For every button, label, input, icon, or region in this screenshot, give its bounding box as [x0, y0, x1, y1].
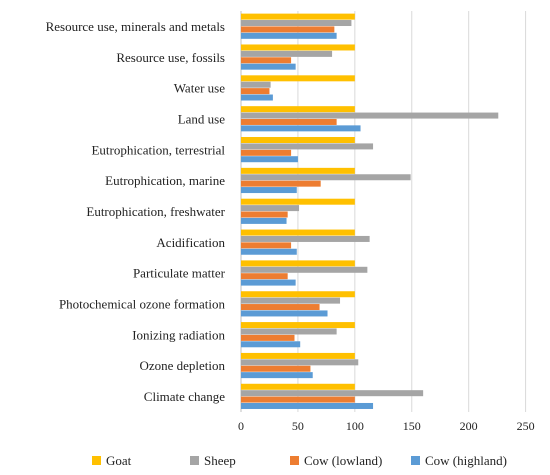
- bar-cow-lowland-eutrophication-terrestrial: [241, 149, 292, 156]
- bar-cow-highland-ozone-depletion: [241, 372, 313, 379]
- category-label-photochemical-ozone-formation: Photochemical ozone formation: [59, 297, 226, 312]
- category-label-eutrophication-marine: Eutrophication, marine: [105, 173, 225, 188]
- category-labels: Resource use, minerals and metals Resourc…: [46, 19, 226, 404]
- bar-sheep-ozone-depletion: [241, 359, 359, 366]
- bar-cow-lowland-land-use: [241, 118, 337, 125]
- bar-cow-highland-ionizing-radiation: [241, 341, 301, 348]
- legend-swatch-cow-lowland: [290, 456, 299, 465]
- bar-cow-highland-resource-use-minerals-and-metals: [241, 32, 337, 39]
- legend-label-sheep: Sheep: [204, 453, 236, 468]
- bar-cow-highland-particulate-matter: [241, 279, 296, 286]
- bar-goat-acidification: [241, 229, 355, 236]
- bar-cow-lowland-ozone-depletion: [241, 365, 311, 372]
- bar-sheep-climate-change: [241, 390, 424, 397]
- x-axis-ticks: 0 50 100 150 200 250: [238, 419, 535, 433]
- bar-sheep-eutrophication-freshwater: [241, 205, 300, 212]
- bar-cow-highland-eutrophication-freshwater: [241, 217, 287, 224]
- legend-label-goat: Goat: [106, 453, 132, 468]
- bar-cow-lowland-photochemical-ozone-formation: [241, 304, 320, 311]
- x-tick-label-150: 150: [403, 419, 421, 433]
- legend-swatch-sheep: [190, 456, 199, 465]
- bar-cow-highland-land-use: [241, 125, 361, 132]
- bar-cow-lowland-climate-change: [241, 396, 355, 403]
- x-tick-label-200: 200: [460, 419, 478, 433]
- bar-sheep-land-use: [241, 112, 499, 119]
- bar-cow-highland-resource-use-fossils: [241, 63, 296, 70]
- bar-goat-particulate-matter: [241, 260, 355, 267]
- legend-swatch-cow-highland: [411, 456, 420, 465]
- x-tick-label-50: 50: [292, 419, 304, 433]
- category-label-particulate-matter: Particulate matter: [133, 266, 226, 281]
- category-label-land-use: Land use: [178, 111, 226, 126]
- bar-cow-highland-eutrophication-terrestrial: [241, 156, 298, 163]
- bar-sheep-photochemical-ozone-formation: [241, 297, 341, 304]
- bar-goat-resource-use-minerals-and-metals: [241, 13, 355, 20]
- bar-goat-eutrophication-marine: [241, 167, 355, 174]
- category-label-eutrophication-terrestrial: Eutrophication, terrestrial: [91, 142, 225, 157]
- bar-cow-lowland-eutrophication-marine: [241, 180, 321, 187]
- bar-goat-land-use: [241, 106, 355, 113]
- bar-goat-ionizing-radiation: [241, 322, 355, 329]
- bar-cow-lowland-resource-use-fossils: [241, 57, 292, 64]
- bar-cow-lowland-water-use: [241, 88, 270, 95]
- bar-cow-lowland-ionizing-radiation: [241, 334, 295, 341]
- x-tick-label-250: 250: [517, 419, 535, 433]
- bar-goat-photochemical-ozone-formation: [241, 291, 355, 298]
- bar-sheep-eutrophication-marine: [241, 174, 411, 181]
- category-label-water-use: Water use: [174, 81, 226, 96]
- bar-cow-highland-acidification: [241, 248, 297, 255]
- bar-cow-highland-water-use: [241, 94, 273, 101]
- bar-goat-eutrophication-terrestrial: [241, 137, 355, 144]
- bar-cow-lowland-particulate-matter: [241, 273, 288, 280]
- bar-sheep-resource-use-minerals-and-metals: [241, 20, 352, 27]
- bar-cow-highland-climate-change: [241, 402, 374, 409]
- bar-goat-climate-change: [241, 383, 355, 390]
- bar-cow-lowland-resource-use-minerals-and-metals: [241, 26, 335, 33]
- bar-goat-water-use: [241, 75, 355, 82]
- bar-sheep-resource-use-fossils: [241, 50, 333, 57]
- bar-cow-lowland-acidification: [241, 242, 292, 249]
- bar-cow-highland-photochemical-ozone-formation: [241, 310, 328, 317]
- category-label-acidification: Acidification: [156, 235, 225, 250]
- bar-goat-eutrophication-freshwater: [241, 198, 355, 205]
- category-label-resource-use-fossils: Resource use, fossils: [116, 50, 225, 65]
- category-label-resource-use-minerals-and-metals: Resource use, minerals and metals: [46, 19, 225, 34]
- x-tick-label-0: 0: [238, 419, 244, 433]
- category-label-eutrophication-freshwater: Eutrophication, freshwater: [86, 204, 225, 219]
- legend-label-cow-lowland: Cow (lowland): [304, 453, 382, 468]
- legend-label-cow-highland: Cow (highland): [425, 453, 507, 468]
- x-tick-label-100: 100: [346, 419, 364, 433]
- bar-sheep-ionizing-radiation: [241, 328, 337, 335]
- bar-goat-resource-use-fossils: [241, 44, 355, 51]
- bar-cow-lowland-eutrophication-freshwater: [241, 211, 288, 218]
- legend-swatch-goat: [92, 456, 101, 465]
- bar-sheep-eutrophication-terrestrial: [241, 143, 374, 150]
- bar-cow-highland-eutrophication-marine: [241, 187, 297, 194]
- category-label-climate-change: Climate change: [144, 389, 225, 404]
- category-label-ionizing-radiation: Ionizing radiation: [132, 327, 225, 342]
- bar-sheep-acidification: [241, 235, 370, 242]
- bar-sheep-water-use: [241, 81, 271, 88]
- category-label-ozone-depletion: Ozone depletion: [139, 358, 225, 373]
- bars: [241, 13, 499, 409]
- legend: Goat Sheep Cow (lowland) Cow (highland): [92, 453, 507, 468]
- bar-goat-ozone-depletion: [241, 352, 355, 359]
- bar-sheep-particulate-matter: [241, 266, 368, 273]
